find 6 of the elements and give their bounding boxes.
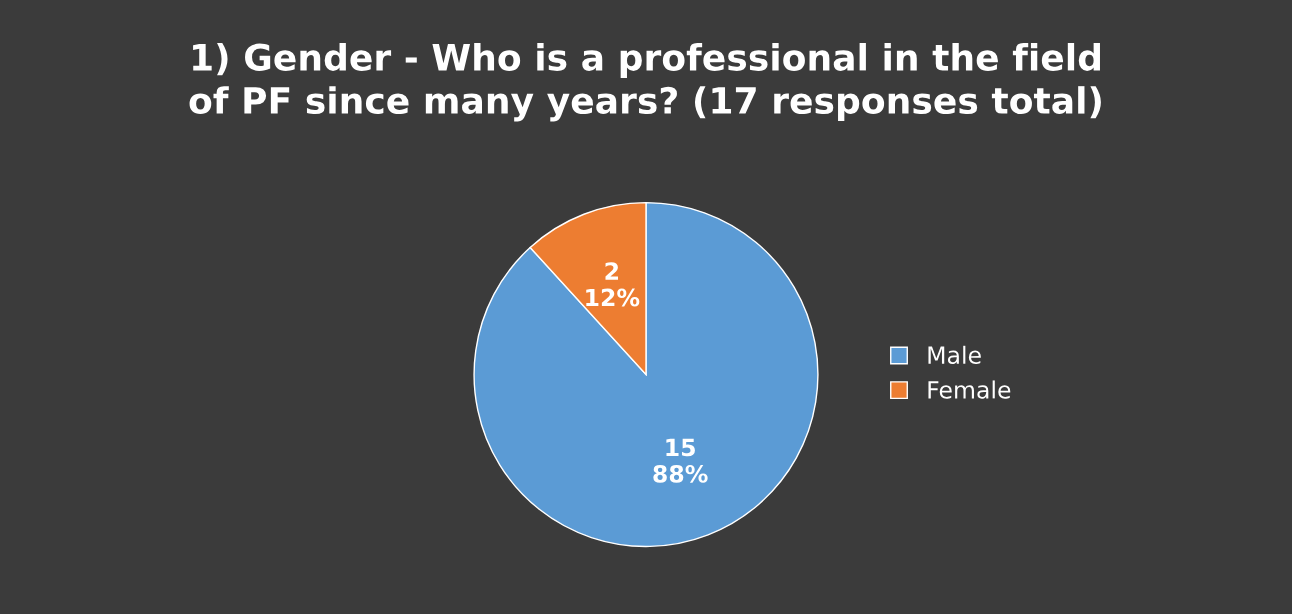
- pie-slice: [473, 201, 819, 548]
- legend-label: Female: [928, 380, 1011, 399]
- chart-title: 1) Gender - Who is a professional in the field of PF since many years? (17 responses total): [189, 42, 1101, 122]
- data-label: 2 12%: [586, 262, 640, 307]
- legend-label: Male: [928, 345, 981, 365]
- data-label: 15 88%: [653, 438, 708, 483]
